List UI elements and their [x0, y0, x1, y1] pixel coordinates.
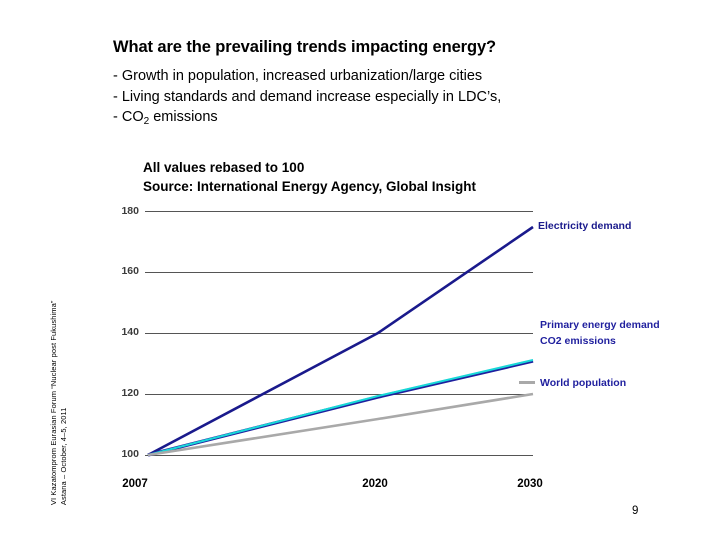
legend-label-electricity-demand: Electricity demand: [538, 220, 632, 232]
bullet-item-2: - Living standards and demand increase e…: [113, 88, 502, 105]
page-title: What are the prevailing trends impacting…: [113, 38, 497, 56]
y-tick-label-180: 180: [121, 205, 139, 217]
series-line-co2-emissions: [147, 359, 534, 456]
y-tick-label-100: 100: [121, 448, 139, 460]
x-tick-label-2020: 2020: [362, 478, 388, 490]
bullet-item-1: - Growth in population, increased urbani…: [113, 68, 483, 84]
series-line-world-population: [147, 392, 534, 457]
legend-label-primary-energy-demand: Primary energy demand: [540, 319, 660, 331]
gridline-100: [145, 455, 533, 456]
x-tick-label-2007: 2007: [122, 478, 148, 490]
gridline-120: [145, 394, 533, 395]
legend-swatch-world-population: [519, 381, 535, 384]
bullet-item-3-subscript: 2: [143, 116, 150, 127]
bullet-item-3-post: emissions: [149, 109, 218, 125]
gridline-180: [145, 211, 533, 212]
page-number: 9: [632, 505, 639, 517]
chart-source-note: Source: International Energy Agency, Glo…: [143, 179, 477, 194]
gridline-160: [145, 272, 533, 273]
legend-label-world-population: World population: [540, 377, 627, 389]
bullet-list: - Growth in population, increased urbani…: [113, 66, 501, 130]
bullet-item-3-pre: - CO: [113, 109, 144, 125]
y-tick-label-140: 140: [121, 326, 139, 338]
legend-label-co2-emissions: CO2 emissions: [540, 335, 616, 347]
series-line-electricity-demand: [147, 225, 534, 457]
chart-source-block: All values rebased to 100 Source: Intern…: [143, 158, 476, 196]
y-tick-label-160: 160: [121, 265, 139, 277]
series-line-primary-energy-demand: [147, 359, 534, 457]
bullet-item-3: - CO2 emissions: [113, 107, 501, 130]
line-chart: 180 160 140 120 100 Electricity demand P…: [0, 195, 720, 505]
y-tick-label-120: 120: [121, 387, 139, 399]
chart-rebase-note: All values rebased to 100: [143, 160, 305, 175]
x-tick-label-2030: 2030: [517, 478, 543, 490]
gridline-140: [145, 333, 533, 334]
